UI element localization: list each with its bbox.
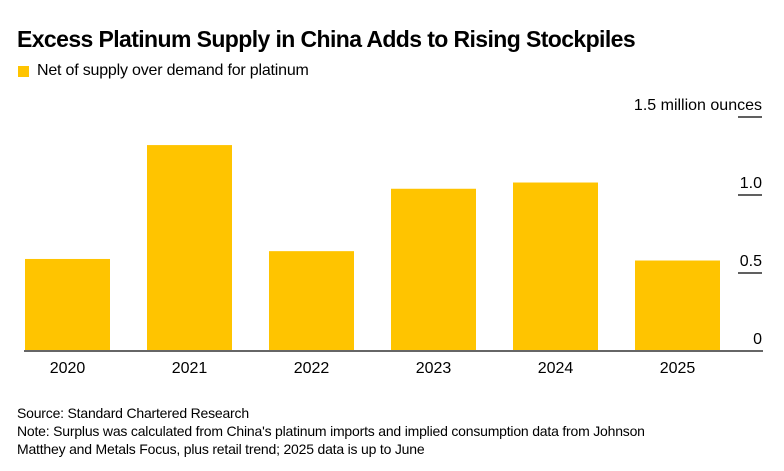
- y-tick-label-1.5: 1.5 million ounces: [634, 97, 762, 114]
- x-tick-label-2021: 2021: [172, 360, 208, 377]
- bars-group: [25, 145, 720, 351]
- bar-2025: [635, 260, 720, 351]
- y-tick-label-0: 0: [753, 331, 762, 348]
- legend-label: Net of supply over demand for platinum: [37, 62, 309, 79]
- note-text-line-1: Note: Surplus was calculated from China'…: [17, 423, 645, 439]
- x-axis-labels: 2020 2021 2022 2023 2024 2025: [50, 360, 696, 377]
- legend: Net of supply over demand for platinum: [18, 62, 309, 80]
- x-tick-label-2025: 2025: [660, 360, 696, 377]
- chart-title: Excess Platinum Supply in China Adds to …: [17, 26, 636, 52]
- source-text: Source: Standard Chartered Research: [17, 405, 249, 421]
- bar-2022: [269, 251, 354, 351]
- y-tick-label-0.5: 0.5: [740, 253, 762, 270]
- note-text-line-2: Matthey and Metals Focus, plus retail tr…: [17, 441, 425, 457]
- y-tick-label-1: 1.0: [740, 175, 762, 192]
- bar-2023: [391, 188, 476, 351]
- x-tick-label-2022: 2022: [294, 360, 330, 377]
- y-axis: 0 0.5 1.0 1.5 million ounces: [634, 97, 762, 348]
- x-tick-label-2023: 2023: [416, 360, 452, 377]
- x-tick-label-2024: 2024: [538, 360, 574, 377]
- bar-2020: [25, 258, 110, 351]
- legend-swatch: [18, 65, 29, 77]
- bar-2021: [147, 145, 232, 351]
- x-tick-label-2020: 2020: [50, 360, 86, 377]
- bar-2024: [513, 182, 598, 351]
- chart-footer: Source: Standard Chartered Research Note…: [17, 404, 645, 458]
